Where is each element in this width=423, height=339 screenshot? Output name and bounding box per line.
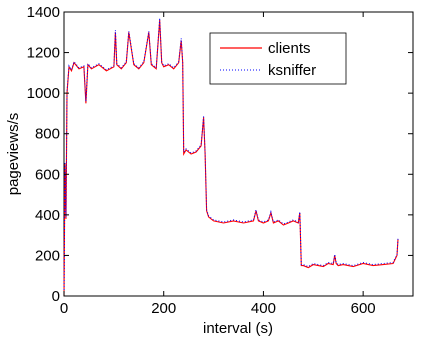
- y-tick-label: 1400: [27, 4, 60, 21]
- y-tick-label: 600: [35, 166, 60, 183]
- legend-label-clients: clients: [268, 40, 311, 57]
- y-tick-label: 1200: [27, 45, 60, 62]
- x-tick-label: 0: [60, 300, 68, 317]
- x-axis-label: interval (s): [203, 320, 273, 337]
- legend-box: [209, 32, 347, 85]
- x-tick-label: 200: [151, 300, 176, 317]
- y-tick-label: 800: [35, 126, 60, 143]
- tick-layer: 0 200 400 600 0 200 400 600 800 1000 1200 1400: [27, 4, 413, 317]
- y-tick-label: 200: [35, 247, 60, 264]
- x-tick-label: 400: [251, 300, 276, 317]
- y-tick-label: 1000: [27, 85, 60, 102]
- legend: clients ksniffer: [209, 32, 347, 85]
- y-tick-label: 0: [52, 288, 60, 305]
- series-layer: [63, 18, 399, 297]
- y-tick-label: 400: [35, 207, 60, 224]
- y-axis-label: pageviews/s: [5, 113, 22, 196]
- x-tick-label: 600: [351, 300, 376, 317]
- legend-label-ksniffer: ksniffer: [268, 62, 316, 79]
- series-line-ksniffer: [63, 18, 399, 297]
